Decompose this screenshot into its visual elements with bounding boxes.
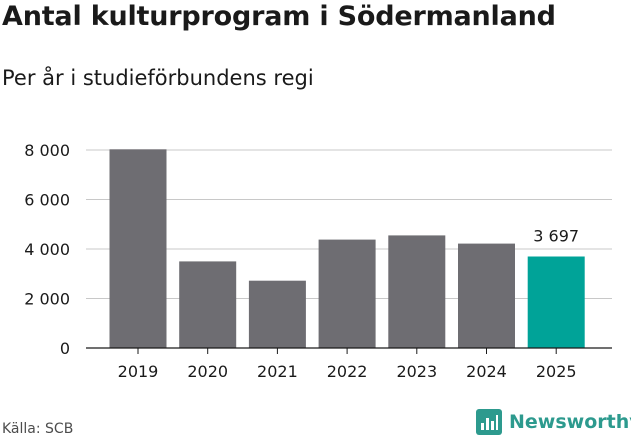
bar-2020 (179, 261, 237, 348)
chart-subtitle: Per år i studieförbundens regi (2, 66, 314, 90)
bar-2023 (388, 235, 446, 348)
source-note: Källa: SCB (2, 421, 74, 437)
bar-2024 (458, 243, 515, 348)
bar-2019 (109, 149, 167, 348)
brand-logo: Newsworthy (476, 409, 631, 435)
y-tick-label: 8 000 (24, 141, 70, 160)
x-tick-label: 2024 (466, 362, 507, 381)
brand-name: Newsworthy (509, 411, 631, 433)
x-tick-label: 2023 (396, 362, 437, 381)
bar-2025 (527, 256, 585, 348)
x-tick-label: 2019 (118, 362, 159, 381)
x-tick-label: 2021 (257, 362, 298, 381)
data-label: 3 697 (533, 226, 579, 245)
y-tick-label: 4 000 (24, 240, 70, 259)
bars (109, 149, 585, 348)
x-tick-label: 2022 (327, 362, 368, 381)
y-tick-label: 2 000 (24, 290, 70, 309)
bar-2021 (248, 280, 306, 348)
y-tick-label: 6 000 (24, 191, 70, 210)
bar-2022 (318, 239, 376, 348)
y-tick-label: 0 (60, 339, 70, 358)
x-tick-label: 2020 (187, 362, 228, 381)
x-tick-label: 2025 (536, 362, 577, 381)
data-labels: 3 697 (533, 226, 579, 245)
chart-title: Antal kulturprogram i Södermanland (2, 1, 556, 32)
axes: 0 2 000 4 000 6 000 8 000 2019 2020 2021 2022 202… (24, 141, 612, 381)
newsworthy-logo-icon (476, 409, 502, 435)
